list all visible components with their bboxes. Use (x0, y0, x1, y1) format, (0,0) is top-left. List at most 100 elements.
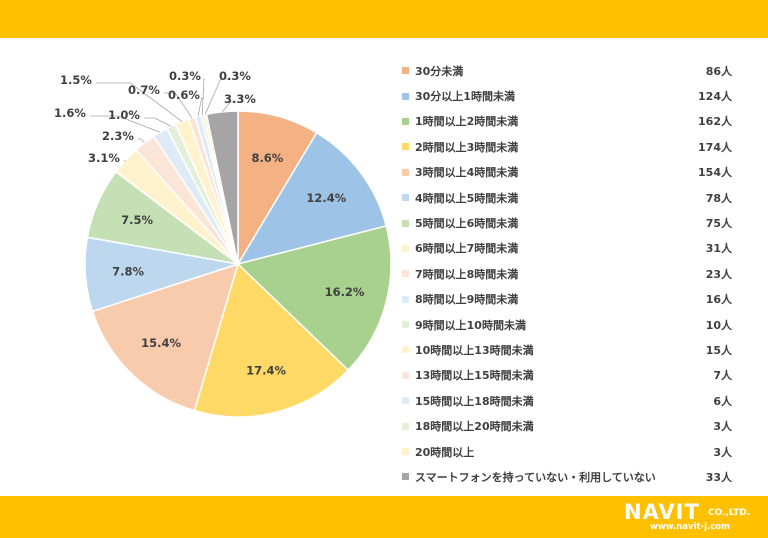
leader-line (204, 78, 231, 115)
leader-line (164, 92, 193, 119)
legend-count: 75人 (705, 217, 732, 231)
legend-count: 15人 (705, 343, 732, 357)
legend-label: 20時間以上 (415, 445, 475, 459)
legend-count: 31人 (705, 242, 732, 256)
legend-label: 30分以上1時間未満 (415, 90, 515, 104)
slice-label: 3.3% (224, 92, 256, 106)
legend-label: 3時間以上4時間未満 (415, 166, 519, 180)
leader-line (138, 138, 145, 144)
legend-label: 5時間以上6時間未満 (415, 217, 519, 231)
legend-count: 162人 (698, 115, 732, 129)
pie-slice (193, 262, 350, 418)
legend-item: 10時間以上13時間未満 15人 (402, 337, 742, 362)
legend-swatch (402, 346, 409, 354)
legend-label: 4時間以上5時間未満 (415, 191, 519, 205)
legend-count: 86人 (705, 64, 732, 78)
bottom-banner (0, 496, 768, 538)
legend-item: 5時間以上6時間未満 75人 (402, 210, 742, 235)
slice-label: 0.6% (168, 88, 200, 102)
legend-item: 30分未満 86人 (402, 58, 742, 83)
top-banner (0, 0, 768, 38)
legend-swatch (402, 448, 409, 456)
legend-swatch (402, 244, 409, 252)
leader-line (96, 82, 183, 122)
pie-slice (236, 225, 392, 372)
legend-item: 7時間以上8時間未満 23人 (402, 261, 742, 286)
company-logo: NAVIT CO.,LTD. www.navit-j.com (624, 500, 754, 534)
legend-swatch (402, 397, 409, 405)
logo-wordmark: NAVIT (624, 500, 700, 524)
legend-swatch (402, 143, 409, 151)
legend-label: 9時間以上10時間未満 (415, 318, 526, 332)
slice-label: 0.3% (219, 69, 251, 83)
legend-item: 4時間以上5時間未満 78人 (402, 185, 742, 210)
legend-swatch (402, 168, 409, 176)
legend-swatch (402, 295, 409, 303)
slice-label: 8.6% (251, 151, 283, 165)
slice-label: 7.8% (112, 265, 144, 279)
legend-label: 2時間以上3時間未満 (415, 140, 519, 154)
slice-label: 12.4% (306, 191, 346, 205)
leader-line (90, 115, 161, 133)
legend-item: 2時間以上3時間未満 174人 (402, 134, 742, 159)
legend-count: 10人 (705, 318, 732, 332)
slice-label: 16.2% (325, 285, 365, 299)
legend-count: 6人 (713, 394, 732, 408)
legend-label: 15時間以上18時間未満 (415, 394, 534, 408)
legend-swatch (402, 92, 409, 100)
pie-slice (237, 110, 318, 267)
legend-item: 3時間以上4時間未満 154人 (402, 160, 742, 185)
legend-item: 9時間以上10時間未満 10人 (402, 312, 742, 337)
pie-slice (91, 262, 240, 412)
legend-count: 174人 (698, 140, 732, 154)
slice-label: 0.7% (128, 83, 160, 97)
legend-swatch (402, 473, 409, 481)
legend-swatch (402, 371, 409, 379)
slice-label: 1.5% (60, 73, 92, 87)
legend-item: 6時間以上7時間未満 31人 (402, 236, 742, 261)
legend-count: 3人 (713, 420, 732, 434)
slice-label: 2.3% (102, 129, 134, 143)
slice-label: 15.4% (141, 336, 181, 350)
legend-count: 16人 (705, 293, 732, 307)
legend-label: 6時間以上7時間未満 (415, 242, 519, 256)
legend-swatch (402, 321, 409, 329)
legend-label: 10時間以上13時間未満 (415, 343, 534, 357)
legend-swatch (402, 422, 409, 430)
legend-item: 8時間以上9時間未満 16人 (402, 287, 742, 312)
legend-item: 18時間以上20時間未満 3人 (402, 413, 742, 438)
legend-item: 15時間以上18時間未満 6人 (402, 388, 742, 413)
legend-swatch (402, 219, 409, 227)
slice-label: 0.3% (169, 69, 201, 83)
slice-label: 7.5% (121, 213, 153, 227)
leader-line (144, 117, 172, 127)
legend-item: 1時間以上2時間未満 162人 (402, 109, 742, 134)
legend-swatch (402, 117, 409, 125)
legend-label: 13時間以上15時間未満 (415, 369, 534, 383)
legend-item: 20時間以上 3人 (402, 439, 742, 464)
legend-count: 124人 (698, 90, 732, 104)
legend-count: 78人 (705, 191, 732, 205)
legend-count: 154人 (698, 166, 732, 180)
legend-item: スマートフォンを持っていない・利用していない 33人 (402, 464, 742, 489)
leader-line (221, 101, 236, 113)
legend-label: 18時間以上20時間未満 (415, 420, 534, 434)
legend-swatch (402, 67, 409, 75)
legend-swatch (402, 194, 409, 202)
pie-slice (236, 131, 388, 266)
legend-item: 13時間以上15時間未満 7人 (402, 363, 742, 388)
legend-count: 3人 (713, 445, 732, 459)
logo-suffix: CO.,LTD. (708, 508, 751, 518)
slice-label: 17.4% (246, 364, 286, 378)
leader-line (124, 160, 126, 162)
legend-label: スマートフォンを持っていない・利用していない (415, 470, 656, 484)
legend-swatch (402, 270, 409, 278)
slice-label: 3.1% (88, 151, 120, 165)
slice-label: 1.0% (108, 108, 140, 122)
legend-label: 7時間以上8時間未満 (415, 267, 519, 281)
pie-chart: 8.6% 12.4% 16.2% 17.4% 15.4% 7.8% 7.5% 3.1% 2.3%… (54, 69, 392, 418)
leader-line (201, 78, 205, 116)
legend-count: 7人 (713, 369, 732, 383)
legend-item: 30分以上1時間未満 124人 (402, 83, 742, 108)
slice-label: 1.6% (54, 106, 86, 120)
